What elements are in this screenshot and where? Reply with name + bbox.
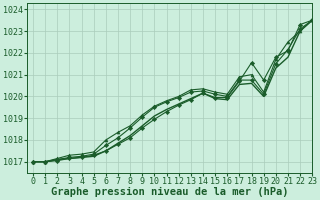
X-axis label: Graphe pression niveau de la mer (hPa): Graphe pression niveau de la mer (hPa) [51,187,288,197]
